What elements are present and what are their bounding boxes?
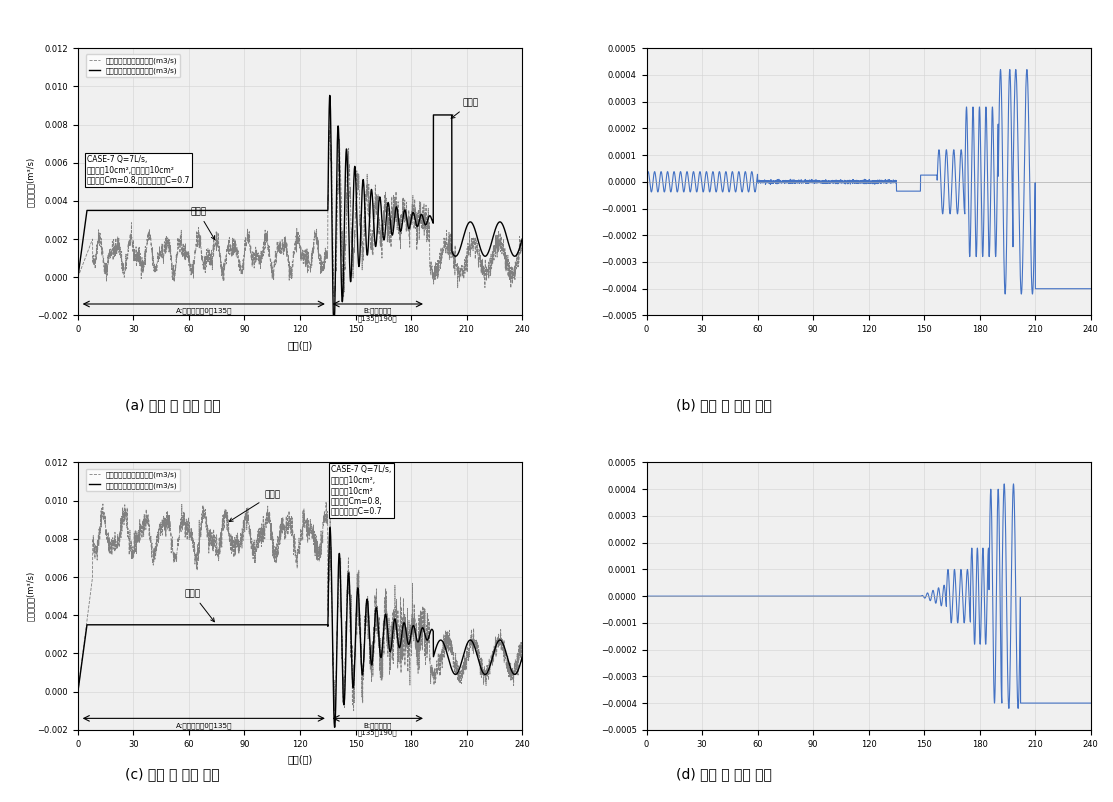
Text: 計算値: 計算値 <box>451 99 479 119</box>
Text: 実験値: 実験値 <box>190 207 215 240</box>
Text: B:人孔水位上
昇135～190秒: B:人孔水位上 昇135～190秒 <box>358 308 397 322</box>
下流側人孔　風量　実験(m3/s) <box>71 687 85 696</box>
下流側人孔　風量　計算(m3/s) <box>515 653 529 662</box>
下流側人孔　風量　計算(m3/s) <box>324 523 337 533</box>
上流側人孔　風量　実験(m3/s) <box>106 243 119 253</box>
上流側人孔　風量　実験(m3/s) <box>132 258 146 268</box>
Text: 実験値: 実験値 <box>229 490 280 521</box>
上流側人孔　風量　計算(m3/s) <box>327 310 341 320</box>
上流側人孔　風量　計算(m3/s) <box>132 205 146 215</box>
下流側人孔　風量　計算(m3/s) <box>106 620 119 630</box>
Text: (c) 하류 측 기존 연구: (c) 하류 측 기존 연구 <box>125 767 220 781</box>
下流側人孔　風量　実験(m3/s) <box>319 497 333 507</box>
下流側人孔　風量　計算(m3/s) <box>132 620 146 630</box>
Legend: 上流側人孔　風量　実験(m3/s), 上流側人孔　風量　計算(m3/s): 上流側人孔 風量 実験(m3/s), 上流側人孔 風量 計算(m3/s) <box>86 55 180 77</box>
下流側人孔　風量　実験(m3/s) <box>273 528 286 537</box>
Line: 下流側人孔　風量　実験(m3/s): 下流側人孔 風量 実験(m3/s) <box>78 502 522 711</box>
上流側人孔　風量　計算(m3/s) <box>515 234 529 244</box>
上流側人孔　風量　計算(m3/s) <box>447 251 461 261</box>
上流側人孔　風量　実験(m3/s) <box>273 248 286 257</box>
Y-axis label: 排出空気量(m³/s): 排出空気量(m³/s) <box>26 571 35 622</box>
Line: 上流側人孔　風量　実験(m3/s): 上流側人孔 風量 実験(m3/s) <box>78 123 522 297</box>
Legend: 下流側人孔　風量　実験(m3/s), 下流側人孔　風量　計算(m3/s): 下流側人孔 風量 実験(m3/s), 下流側人孔 風量 計算(m3/s) <box>86 469 180 492</box>
上流側人孔　風量　計算(m3/s) <box>83 205 97 215</box>
Text: (b) 상류 측 모형 결과: (b) 상류 측 모형 결과 <box>676 398 771 412</box>
上流側人孔　風量　計算(m3/s) <box>71 273 85 282</box>
上流側人孔　風量　実験(m3/s) <box>71 273 85 282</box>
Text: (a) 상류 측 기존 연구: (a) 상류 측 기존 연구 <box>125 398 220 412</box>
Text: CASE-7 Q=7L/s,
上流開口10cm²,下流開口10cm²
縮流係数Cm=0.8,空気流出係数C=0.7: CASE-7 Q=7L/s, 上流開口10cm²,下流開口10cm² 縮流係数C… <box>87 155 190 184</box>
下流側人孔　風量　実験(m3/s) <box>132 530 146 540</box>
下流側人孔　風量　実験(m3/s) <box>327 706 341 715</box>
上流側人孔　風量　実験(m3/s) <box>447 260 461 269</box>
Text: 計算値: 計算値 <box>185 589 215 622</box>
Text: B:人孔水位上
昇135～190秒: B:人孔水位上 昇135～190秒 <box>358 722 397 736</box>
上流側人孔　風量　計算(m3/s) <box>120 205 134 215</box>
上流側人孔　風量　実験(m3/s) <box>120 254 134 264</box>
Line: 上流側人孔　風量　計算(m3/s): 上流側人孔 風量 計算(m3/s) <box>78 95 522 315</box>
下流側人孔　風量　計算(m3/s) <box>328 723 342 732</box>
下流側人孔　風量　実験(m3/s) <box>515 655 529 665</box>
下流側人孔　風量　実験(m3/s) <box>120 519 134 529</box>
Text: (d) 하류 측 모형 결과: (d) 하류 측 모형 결과 <box>676 767 771 781</box>
上流側人孔　風量　計算(m3/s) <box>273 205 286 215</box>
X-axis label: 時間(秒): 時間(秒) <box>287 340 313 350</box>
下流側人孔　風量　計算(m3/s) <box>273 620 286 630</box>
上流側人孔　風量　計算(m3/s) <box>323 91 336 100</box>
上流側人孔　風量　計算(m3/s) <box>106 205 119 215</box>
Text: A:開水路流れ0～135秒: A:開水路流れ0～135秒 <box>176 722 232 729</box>
下流側人孔　風量　計算(m3/s) <box>447 670 461 679</box>
上流側人孔　風量　実験(m3/s) <box>83 241 97 250</box>
Y-axis label: 排出空気量(m³/s): 排出空気量(m³/s) <box>26 156 35 207</box>
下流側人孔　風量　実験(m3/s) <box>106 537 119 547</box>
Line: 下流側人孔　風量　計算(m3/s): 下流側人孔 風量 計算(m3/s) <box>78 528 522 727</box>
上流側人孔　風量　実験(m3/s) <box>324 118 337 128</box>
下流側人孔　風量　実験(m3/s) <box>83 591 97 601</box>
Text: A:開水路流れ0～135秒: A:開水路流れ0～135秒 <box>176 308 232 314</box>
下流側人孔　風量　計算(m3/s) <box>83 620 97 630</box>
下流側人孔　風量　計算(m3/s) <box>71 687 85 696</box>
上流側人孔　風量　実験(m3/s) <box>327 292 341 302</box>
X-axis label: 時間(秒): 時間(秒) <box>287 754 313 764</box>
Text: CASE-7 Q=7L/s,
上流開口10cm²,
下流開口10cm²
縮流係数Cm=0.8,
空気流出係数C=0.7: CASE-7 Q=7L/s, 上流開口10cm², 下流開口10cm² 縮流係数… <box>331 465 392 516</box>
下流側人孔　風量　実験(m3/s) <box>447 668 461 678</box>
下流側人孔　風量　計算(m3/s) <box>120 620 134 630</box>
上流側人孔　風量　実験(m3/s) <box>515 248 529 257</box>
